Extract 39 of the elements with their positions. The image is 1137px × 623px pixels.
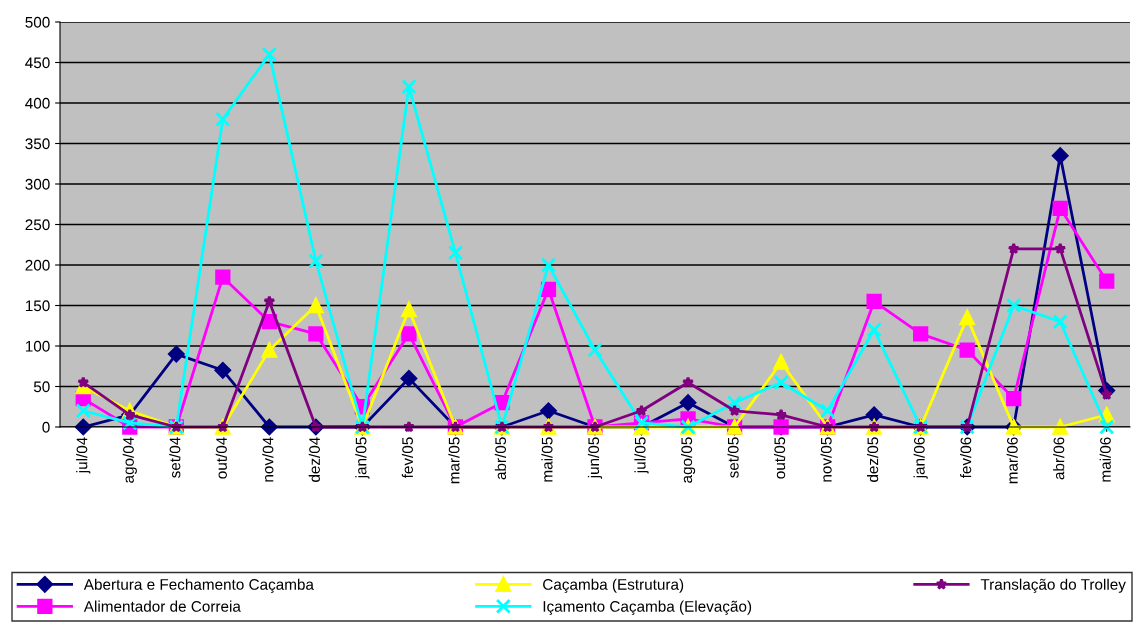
y-tick-label: 450 (25, 57, 50, 69)
x-tick-label: fev/06 (960, 437, 972, 479)
y-tick-label: 400 (25, 97, 50, 109)
x-tick-label: dez/04 (308, 437, 320, 482)
y-tick-label: 300 (25, 178, 50, 190)
y-tick-label: 100 (25, 340, 50, 352)
x-tick-label: jun/05 (587, 437, 603, 479)
x-tick-label: jan/05 (355, 437, 370, 479)
y-tick-label: 350 (25, 138, 50, 150)
x-tick-label: mai/06 (1099, 437, 1111, 482)
legend-label: Alimentador de Correia (83, 600, 241, 612)
x-tick-label: mar/05 (448, 437, 460, 484)
y-tick-label: 500 (25, 16, 50, 28)
x-tick-label: mai/05 (541, 437, 553, 482)
x-tick-label: dez/05 (867, 437, 879, 482)
x-tick-label: set/05 (727, 437, 739, 478)
legend-label: Abertura e Fechamento Caçamba (83, 578, 314, 593)
y-tick-label: 50 (33, 381, 50, 393)
x-tick-label: ago/04 (122, 437, 137, 483)
x-tick-label: nov/04 (262, 437, 274, 482)
x-tick-label: nov/05 (820, 437, 832, 482)
legend-label: Içamento Caçamba (Elevação) (543, 600, 752, 615)
legend-label: Caçamba (Estrutura) (543, 578, 684, 593)
x-tick-label: mar/06 (1006, 437, 1018, 484)
x-tick-label: out/05 (773, 437, 786, 479)
x-tick-label: fev/05 (401, 437, 414, 479)
x-tick-label: set/04 (169, 437, 181, 478)
y-tick-label: 0 (42, 421, 50, 433)
x-tick-label: jul/04 (76, 437, 91, 474)
x-tick-label: jul/05 (634, 437, 649, 474)
y-tick-label: 200 (25, 259, 50, 271)
x-tick-label: out/04 (215, 437, 227, 479)
x-tick-label: jan/06 (913, 437, 928, 479)
x-tick-label: ago/05 (680, 437, 696, 483)
x-tick-label: abr/05 (494, 437, 507, 480)
x-tick-label: abr/06 (1053, 437, 1065, 480)
y-tick-label: 150 (25, 300, 50, 312)
legend-label: Translação do Trolley (980, 578, 1126, 593)
y-tick-label: 250 (25, 219, 50, 231)
